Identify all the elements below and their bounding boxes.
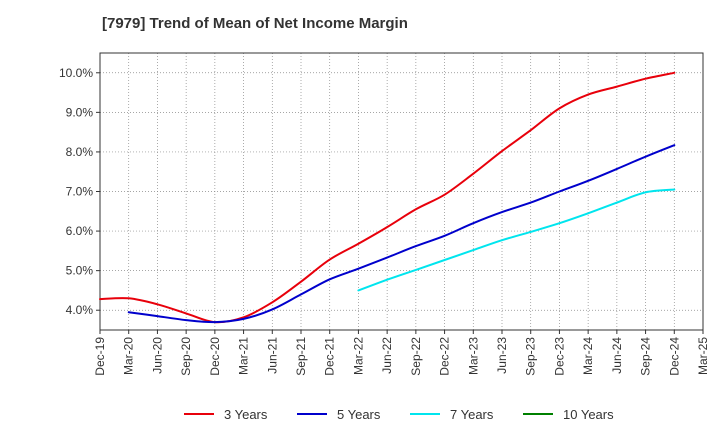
legend-label: 5 Years [337, 407, 381, 422]
x-tick-label: Dec-24 [667, 337, 681, 376]
series-line-2 [127, 144, 676, 324]
legend-label: 3 Years [224, 407, 268, 422]
x-axis-ticks: Dec-19 Mar-20 Jun-20 Sep-20 Dec-20 Mar-21 Jun-… [93, 330, 710, 376]
legend-label: 10 Years [563, 407, 614, 422]
x-tick-label: Sep-21 [294, 337, 308, 376]
x-tick-label: Dec-23 [552, 337, 566, 376]
y-axis-ticks: 4.0% 5.0% 6.0% 7.0% 8.0% 9.0% 10.0% [59, 66, 100, 317]
series-line-3 [357, 188, 676, 292]
y-tick-label: 5.0% [66, 264, 94, 278]
x-tick-label: Mar-25 [696, 337, 710, 375]
x-tick-label: Mar-22 [351, 337, 365, 375]
x-tick-label: Sep-22 [409, 337, 423, 376]
legend-label: 7 Years [450, 407, 494, 422]
x-tick-label: Dec-21 [323, 337, 337, 376]
x-tick-label: Jun-22 [380, 337, 394, 374]
x-tick-label: Sep-24 [639, 337, 653, 376]
y-tick-label: 7.0% [66, 185, 94, 199]
x-tick-label: Sep-20 [179, 337, 193, 376]
y-tick-label: 4.0% [66, 303, 94, 317]
x-tick-label: Dec-19 [93, 337, 107, 376]
x-tick-label: Sep-23 [524, 337, 538, 376]
legend: 3 Years 5 Years 7 Years 10 Years [184, 407, 614, 422]
series-line-1 [99, 71, 676, 324]
x-tick-label: Jun-23 [495, 337, 509, 374]
y-tick-label: 9.0% [66, 105, 94, 119]
chart-title: [7979] Trend of Mean of Net Income Margi… [102, 15, 408, 32]
x-tick-label: Mar-23 [466, 337, 480, 375]
x-tick-label: Mar-20 [122, 337, 136, 375]
x-tick-label: Mar-24 [581, 337, 595, 375]
series-lines [99, 71, 676, 324]
y-tick-label: 6.0% [66, 224, 94, 238]
x-tick-label: Jun-21 [265, 337, 279, 374]
x-tick-label: Mar-21 [237, 337, 251, 375]
x-tick-label: Jun-24 [610, 337, 624, 374]
x-tick-label: Jun-20 [150, 337, 164, 374]
y-tick-label: 8.0% [66, 145, 94, 159]
x-tick-label: Dec-20 [208, 337, 222, 376]
x-tick-label: Dec-22 [438, 337, 452, 376]
grid [100, 53, 703, 330]
y-tick-label: 10.0% [59, 66, 93, 80]
